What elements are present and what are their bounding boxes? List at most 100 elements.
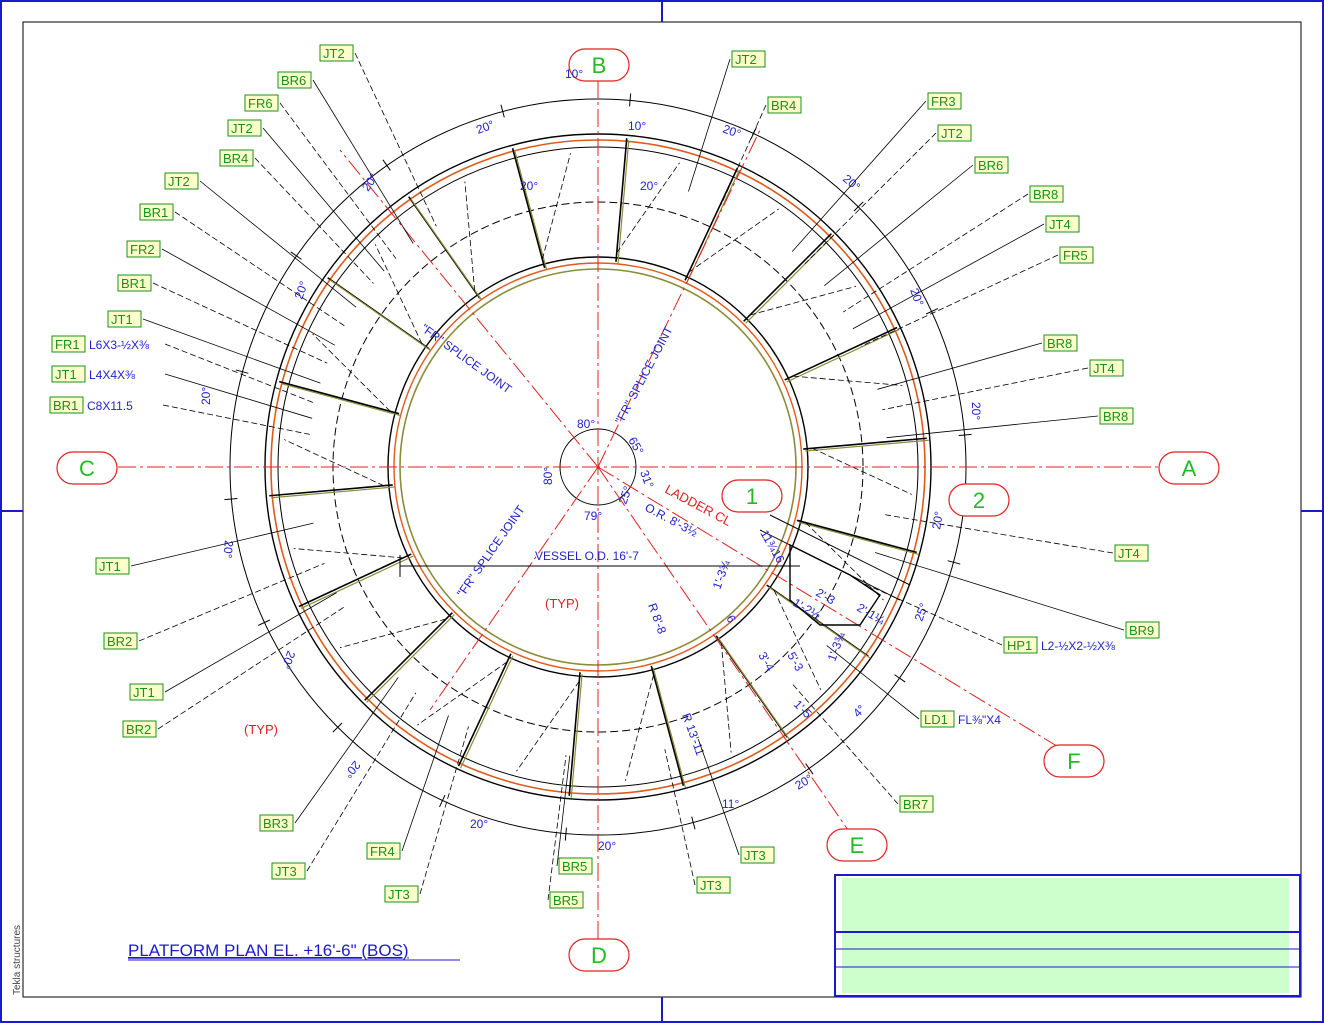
radial-beam bbox=[615, 138, 628, 262]
dimension-tick bbox=[853, 201, 864, 212]
member-tag: BR4 bbox=[219, 149, 374, 284]
brace bbox=[625, 674, 655, 781]
member-tag: BR2 bbox=[103, 562, 325, 650]
radial-beam-flange bbox=[717, 637, 790, 740]
angle-label: 25° bbox=[912, 601, 931, 623]
brace bbox=[792, 375, 903, 386]
member-tag: JT3 bbox=[271, 692, 417, 880]
angle-label: 20° bbox=[474, 117, 496, 136]
member-tag: BR1 C8X11.5 bbox=[49, 396, 310, 435]
member-tags: JT2 BR6 FR6 JT2 BR4 JT2 BR1 FR2 BR1 JT1 FR1 L6X3-½X… bbox=[49, 44, 1160, 909]
member-tag: FR3 bbox=[791, 92, 962, 252]
dimension-tick bbox=[691, 816, 696, 830]
svg-text:E: E bbox=[850, 833, 865, 858]
angle-label: 20° bbox=[470, 817, 488, 831]
splice-joint-note: "FR" SPLICE JOINT bbox=[612, 323, 676, 426]
member-tag-label: JT2 bbox=[323, 46, 345, 61]
member-tag: JT2 bbox=[804, 124, 972, 265]
dimension-text: 1'-3¾ bbox=[710, 557, 734, 591]
angle-label: 20° bbox=[341, 758, 364, 781]
member-tag: JT1 bbox=[107, 310, 321, 384]
angle-label: 20° bbox=[840, 172, 863, 195]
brace bbox=[749, 285, 857, 316]
member-size-label: FL⅜"X4 bbox=[958, 713, 1001, 727]
brace bbox=[339, 618, 447, 649]
member-tag-label: BR1 bbox=[143, 205, 168, 220]
brace bbox=[616, 162, 680, 254]
member-tag-label: JT2 bbox=[168, 174, 190, 189]
radial-beam-flange bbox=[459, 655, 514, 769]
radius-note-1: R 8'-8 bbox=[645, 601, 669, 636]
dimension-tick bbox=[564, 827, 567, 841]
member-tag: HP1 L2-½X2-½X⅜ bbox=[863, 583, 1116, 654]
angle-label: 20° bbox=[640, 179, 658, 193]
dimension-text: 11¾16 bbox=[757, 528, 787, 566]
dimension-tick bbox=[235, 369, 249, 374]
radial-beam-flange bbox=[410, 198, 483, 301]
member-tag-label: BR2 bbox=[107, 634, 132, 649]
member-tag-label: FR3 bbox=[931, 94, 956, 109]
dimension-tick bbox=[224, 498, 238, 501]
brace bbox=[805, 522, 884, 601]
svg-text:2: 2 bbox=[973, 488, 985, 513]
brace bbox=[812, 447, 912, 495]
dimension-tick bbox=[290, 251, 302, 260]
radial-beam bbox=[803, 437, 927, 450]
member-tag-label: JT4 bbox=[1049, 217, 1071, 232]
radial-beam bbox=[796, 519, 917, 554]
member-tag-label: JT3 bbox=[744, 848, 766, 863]
radial-beam-flange bbox=[798, 521, 919, 555]
member-tag: JT1 bbox=[95, 522, 314, 575]
radial-beam-flange bbox=[570, 674, 583, 798]
member-tag-label: BR8 bbox=[1047, 336, 1072, 351]
angle-label: 20° bbox=[292, 279, 311, 301]
angle-label: 11° bbox=[722, 797, 739, 811]
member-size-label: L6X3-½X⅜ bbox=[89, 338, 150, 352]
dimension-tick bbox=[629, 93, 632, 107]
radial-beam bbox=[269, 484, 393, 497]
radial-beam bbox=[784, 326, 898, 381]
radial-beam bbox=[684, 167, 739, 281]
angle-label: 20° bbox=[520, 179, 538, 193]
member-tag-label: JT2 bbox=[735, 52, 757, 67]
grid-bubble-1: 1 bbox=[721, 479, 783, 513]
member-tag-label: BR3 bbox=[263, 816, 288, 831]
member-tag: FR1 L6X3-½X⅜ bbox=[51, 335, 316, 404]
radial-beam bbox=[650, 665, 685, 786]
software-label: Tekla structures bbox=[12, 925, 23, 995]
radial-beam-flange bbox=[366, 614, 455, 703]
dimension-text: 3'-4 bbox=[755, 650, 777, 674]
member-tag-label: FR2 bbox=[130, 242, 155, 257]
center-angle: 31° bbox=[637, 468, 656, 490]
member-tag: JT2 bbox=[227, 119, 385, 272]
radial-beam bbox=[364, 612, 453, 701]
drawing-title: PLATFORM PLAN EL. +16'-6" (BOS) bbox=[128, 941, 409, 960]
ladder-cage bbox=[759, 514, 911, 626]
radial-beam-flange bbox=[281, 383, 402, 417]
vessel-od-note: VESSEL O.D. 16'-7 bbox=[535, 549, 639, 563]
dimension-text: 2'-3 bbox=[814, 585, 838, 607]
brace bbox=[417, 661, 508, 726]
svg-text:A: A bbox=[1182, 456, 1197, 481]
dimension-text: 2'-1¼ bbox=[855, 600, 889, 627]
member-tag: BR6 bbox=[824, 156, 1009, 287]
member-tag-label: BR2 bbox=[126, 722, 151, 737]
grid-bubble-d: D bbox=[568, 938, 630, 972]
member-tag-label: LD1 bbox=[924, 712, 948, 727]
member-tag: BR5 bbox=[556, 755, 593, 875]
grid-bubble-b: B bbox=[568, 48, 630, 82]
angle-label: 20° bbox=[199, 387, 213, 405]
radial-beam bbox=[298, 553, 412, 608]
member-tag: JT1 bbox=[129, 592, 337, 701]
member-tag: LD1 FL⅜"X4 bbox=[826, 645, 1001, 728]
dimension-tick bbox=[894, 674, 906, 683]
member-tag: JT2 bbox=[319, 44, 437, 227]
radial-beam-flange bbox=[329, 279, 432, 352]
member-tag-label: HP1 bbox=[1007, 638, 1032, 653]
angle-label: 10° bbox=[628, 119, 646, 133]
member-tag-label: JT1 bbox=[55, 367, 77, 382]
brace bbox=[293, 548, 404, 559]
member-tag-label: JT3 bbox=[700, 878, 722, 893]
member-tag-label: BR6 bbox=[281, 73, 306, 88]
member-tag-label: JT4 bbox=[1118, 546, 1140, 561]
